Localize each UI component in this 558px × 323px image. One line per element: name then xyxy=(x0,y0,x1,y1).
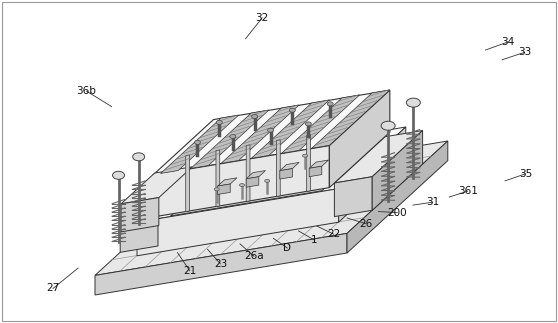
Polygon shape xyxy=(95,234,347,295)
Polygon shape xyxy=(246,145,250,202)
Polygon shape xyxy=(171,144,372,216)
Ellipse shape xyxy=(252,114,258,119)
Text: 21: 21 xyxy=(183,266,196,276)
Polygon shape xyxy=(280,162,299,171)
Polygon shape xyxy=(153,90,390,175)
Polygon shape xyxy=(281,95,359,153)
Polygon shape xyxy=(186,155,190,212)
Text: 361: 361 xyxy=(458,186,478,196)
Polygon shape xyxy=(161,115,239,173)
Polygon shape xyxy=(137,189,339,256)
Text: 26: 26 xyxy=(359,219,372,228)
Text: 27: 27 xyxy=(46,284,60,293)
Polygon shape xyxy=(218,178,237,186)
Polygon shape xyxy=(372,130,422,210)
Text: 200: 200 xyxy=(387,208,407,217)
Polygon shape xyxy=(312,90,390,148)
Polygon shape xyxy=(121,167,193,204)
Polygon shape xyxy=(137,127,406,222)
Ellipse shape xyxy=(239,183,244,187)
Ellipse shape xyxy=(113,171,124,179)
Polygon shape xyxy=(280,169,292,179)
Polygon shape xyxy=(307,135,310,192)
Text: 1: 1 xyxy=(311,235,318,245)
Text: 34: 34 xyxy=(501,37,514,47)
Text: 26a: 26a xyxy=(244,251,264,261)
Text: D: D xyxy=(283,243,291,253)
Polygon shape xyxy=(246,177,259,187)
Ellipse shape xyxy=(381,121,395,130)
Polygon shape xyxy=(191,110,269,168)
Ellipse shape xyxy=(264,179,270,182)
Polygon shape xyxy=(334,130,422,183)
Text: 22: 22 xyxy=(327,229,340,239)
Text: 33: 33 xyxy=(518,47,531,57)
Polygon shape xyxy=(121,198,159,232)
Text: 36b: 36b xyxy=(76,86,97,96)
Polygon shape xyxy=(334,177,372,217)
Polygon shape xyxy=(120,213,158,252)
Polygon shape xyxy=(153,146,329,217)
Polygon shape xyxy=(218,184,230,194)
Ellipse shape xyxy=(290,108,295,112)
Polygon shape xyxy=(276,140,280,196)
Ellipse shape xyxy=(305,122,311,126)
Text: 32: 32 xyxy=(256,13,269,23)
Text: 23: 23 xyxy=(214,259,227,269)
Ellipse shape xyxy=(406,98,420,107)
Ellipse shape xyxy=(302,154,307,157)
Polygon shape xyxy=(329,90,390,188)
Polygon shape xyxy=(339,127,406,222)
Polygon shape xyxy=(251,100,329,158)
Ellipse shape xyxy=(267,128,273,132)
Text: 31: 31 xyxy=(426,197,439,207)
Polygon shape xyxy=(309,166,322,177)
Polygon shape xyxy=(347,141,448,253)
Polygon shape xyxy=(246,171,266,179)
Polygon shape xyxy=(309,160,329,168)
Ellipse shape xyxy=(195,141,200,144)
Ellipse shape xyxy=(327,102,333,106)
Polygon shape xyxy=(216,150,220,206)
Polygon shape xyxy=(221,105,299,163)
Polygon shape xyxy=(95,141,448,276)
Text: 35: 35 xyxy=(519,169,532,179)
Polygon shape xyxy=(120,166,208,219)
Ellipse shape xyxy=(217,120,222,124)
Ellipse shape xyxy=(214,188,219,191)
Ellipse shape xyxy=(230,134,236,139)
Ellipse shape xyxy=(133,153,145,161)
